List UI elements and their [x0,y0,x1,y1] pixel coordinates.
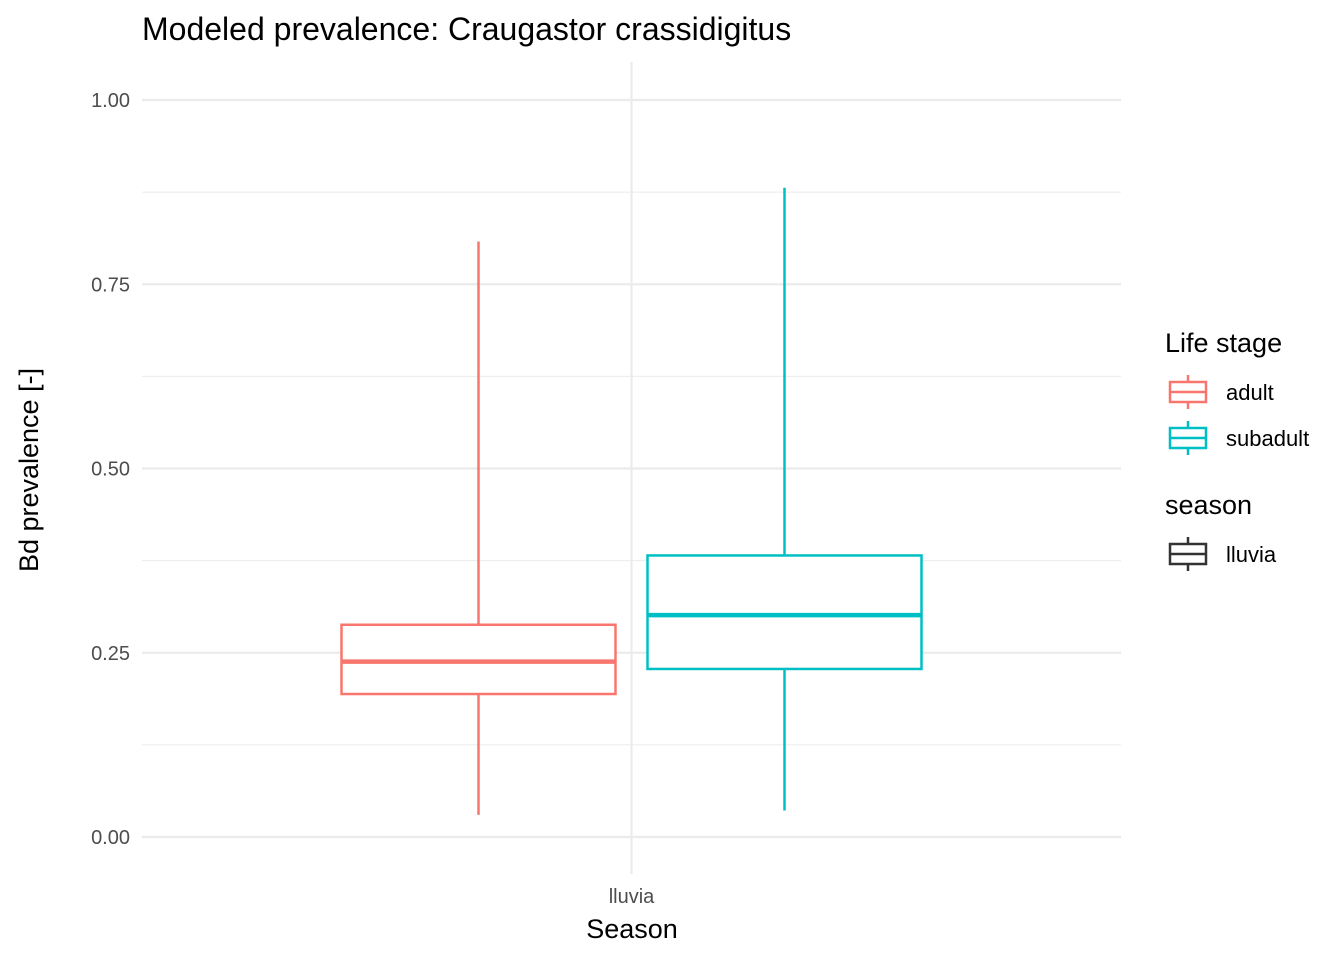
box-series [340,187,923,815]
box-adult [340,241,617,815]
legend: Life stage adult subadult season lluvia [1165,328,1309,571]
legend-group-0: Life stage adult subadult [1165,328,1309,455]
plot-panel [142,62,1121,874]
legend-title: Life stage [1165,328,1282,358]
legend-key-subadult: subadult [1168,421,1309,455]
y-axis: 0.00 0.25 0.50 0.75 1.00 [91,90,130,849]
box-iqr [646,554,923,671]
legend-title: season [1165,490,1252,520]
y-tick-label: 0.00 [91,827,130,849]
y-tick-label: 0.50 [91,459,130,481]
legend-label: subadult [1226,426,1309,451]
y-tick-label: 1.00 [91,90,130,112]
y-tick-label: 0.75 [91,274,130,296]
legend-label: adult [1226,380,1274,405]
legend-key-lluvia: lluvia [1168,537,1277,571]
x-axis: lluvia [609,886,655,908]
y-axis-title: Bd prevalence [-] [14,368,44,572]
x-axis-title: Season [586,914,678,944]
legend-key-adult: adult [1168,375,1274,409]
y-tick-label: 0.25 [91,643,130,665]
chart-title: Modeled prevalence: Craugastor crassidig… [142,11,791,47]
x-tick-label: lluvia [609,886,655,908]
legend-group-1: season lluvia [1165,490,1277,571]
legend-label: lluvia [1226,542,1277,567]
box-subadult [646,187,923,811]
